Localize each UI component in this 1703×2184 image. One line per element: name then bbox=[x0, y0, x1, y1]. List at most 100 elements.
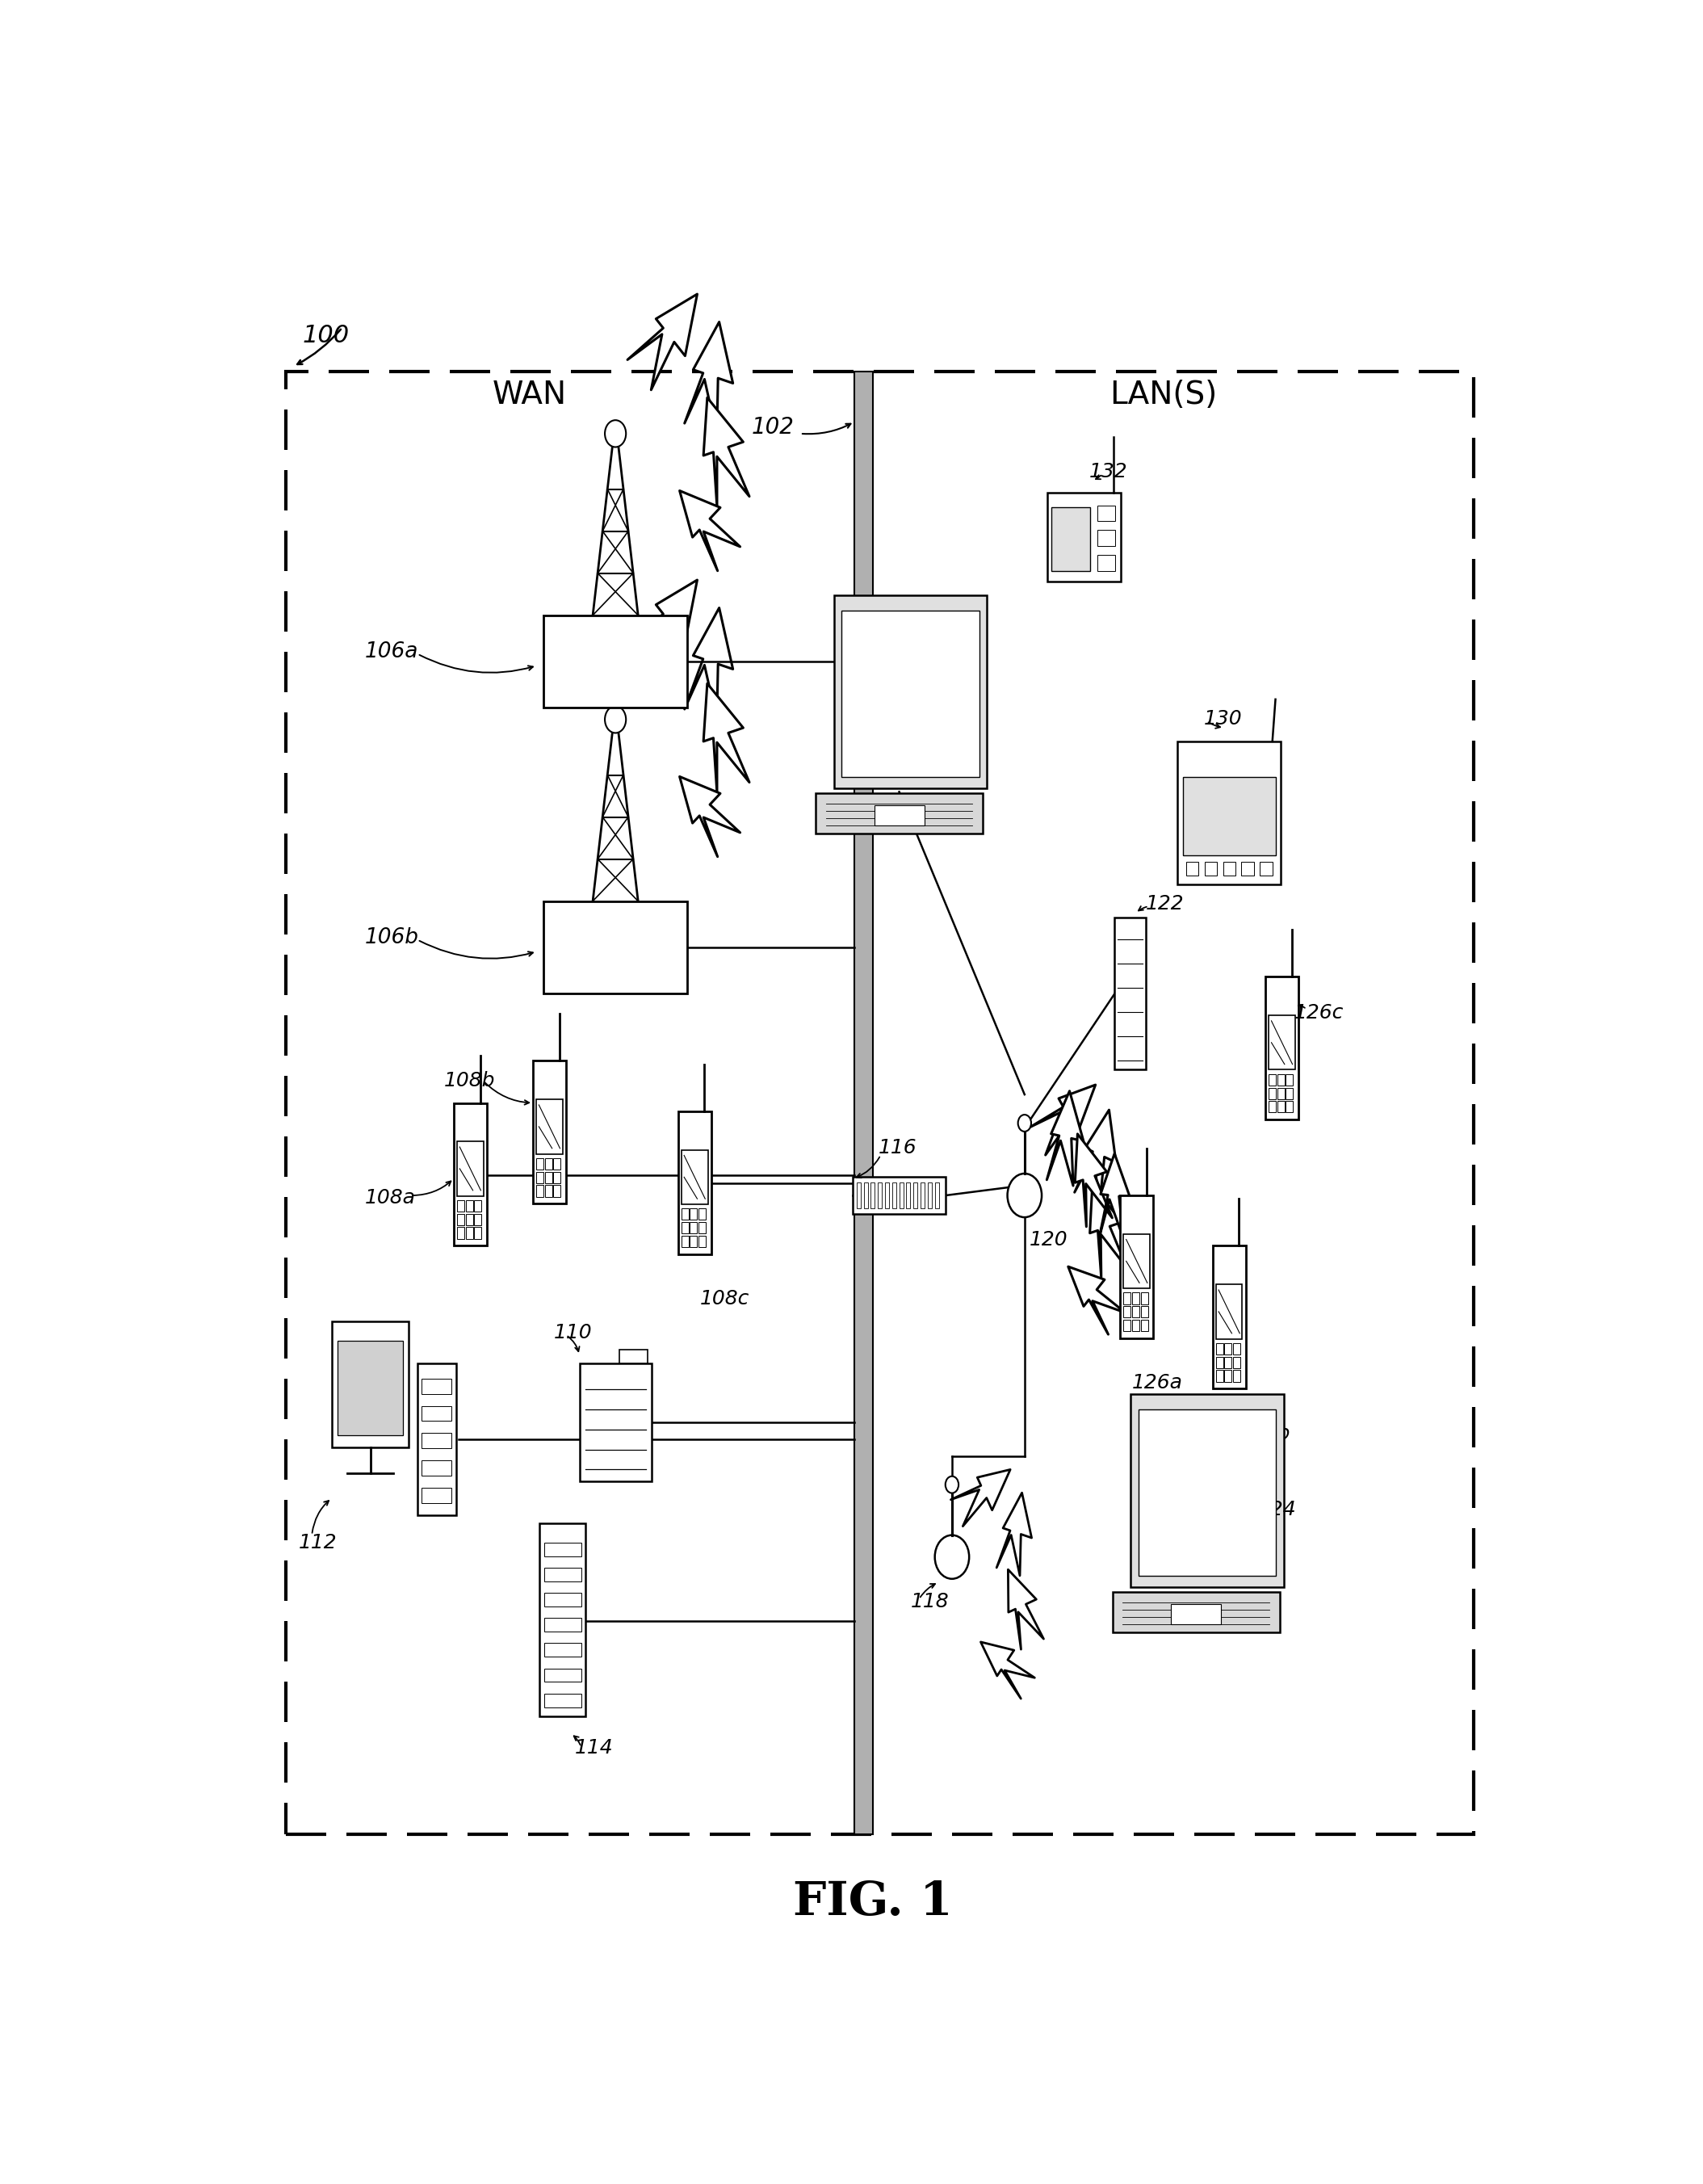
Text: LAN(S): LAN(S) bbox=[1109, 380, 1218, 411]
Bar bbox=[1047, 494, 1121, 581]
Polygon shape bbox=[950, 1470, 1010, 1527]
Bar bbox=[422, 1378, 451, 1393]
Bar bbox=[543, 1669, 581, 1682]
Circle shape bbox=[605, 705, 627, 734]
Polygon shape bbox=[679, 491, 741, 570]
Bar bbox=[553, 1158, 560, 1168]
Bar bbox=[337, 1341, 402, 1435]
Polygon shape bbox=[1075, 1133, 1112, 1227]
Bar bbox=[1132, 1293, 1139, 1304]
Text: 102: 102 bbox=[751, 415, 794, 439]
Polygon shape bbox=[1090, 1184, 1127, 1278]
Bar bbox=[536, 1099, 562, 1153]
Text: 130: 130 bbox=[1204, 710, 1241, 729]
Bar bbox=[1051, 507, 1090, 570]
Bar bbox=[456, 1227, 465, 1238]
Bar bbox=[1204, 860, 1216, 876]
Bar bbox=[1124, 1319, 1131, 1332]
Bar bbox=[332, 1321, 409, 1448]
Bar bbox=[1241, 860, 1253, 876]
Circle shape bbox=[945, 1476, 959, 1494]
Bar bbox=[690, 1223, 697, 1234]
Bar bbox=[473, 1201, 482, 1212]
Bar bbox=[473, 1214, 482, 1225]
Bar bbox=[533, 1061, 565, 1203]
Bar bbox=[1260, 860, 1272, 876]
Bar bbox=[681, 1208, 688, 1221]
Bar bbox=[579, 1363, 652, 1481]
Bar bbox=[698, 1236, 705, 1247]
Bar bbox=[1121, 1195, 1153, 1339]
Polygon shape bbox=[1068, 1267, 1126, 1334]
Text: 100: 100 bbox=[303, 323, 349, 347]
Bar bbox=[928, 1182, 932, 1208]
Circle shape bbox=[605, 419, 627, 448]
Bar bbox=[543, 902, 688, 994]
Bar bbox=[1269, 1016, 1294, 1070]
Bar bbox=[422, 1406, 451, 1422]
Text: 126a: 126a bbox=[1131, 1374, 1182, 1393]
Bar bbox=[1286, 1088, 1293, 1099]
Bar bbox=[1224, 1343, 1231, 1354]
Bar bbox=[422, 1461, 451, 1476]
Bar bbox=[1115, 917, 1146, 1070]
Bar bbox=[1233, 1369, 1240, 1382]
Bar bbox=[857, 1182, 860, 1208]
Bar bbox=[1277, 1075, 1284, 1085]
Bar bbox=[1277, 1088, 1284, 1099]
Bar bbox=[892, 1182, 896, 1208]
Text: 114: 114 bbox=[576, 1738, 613, 1758]
Bar bbox=[1112, 1592, 1279, 1634]
Bar bbox=[690, 1208, 697, 1221]
Bar bbox=[841, 612, 979, 778]
Bar bbox=[1141, 1319, 1148, 1332]
Bar bbox=[1233, 1356, 1240, 1367]
Bar bbox=[681, 1223, 688, 1234]
Polygon shape bbox=[996, 1492, 1032, 1575]
Bar bbox=[698, 1208, 705, 1221]
Polygon shape bbox=[627, 295, 697, 391]
Bar bbox=[465, 1214, 473, 1225]
Bar bbox=[543, 1592, 581, 1607]
Bar bbox=[1141, 1293, 1148, 1304]
Bar bbox=[456, 1214, 465, 1225]
Bar bbox=[1139, 1409, 1276, 1575]
Text: 106b: 106b bbox=[364, 926, 419, 948]
Bar bbox=[543, 1693, 581, 1708]
Bar bbox=[690, 1236, 697, 1247]
Text: 110: 110 bbox=[553, 1324, 593, 1343]
Bar bbox=[1124, 1306, 1131, 1317]
Bar bbox=[870, 1182, 875, 1208]
Bar bbox=[1224, 1369, 1231, 1382]
Polygon shape bbox=[703, 397, 749, 507]
Bar bbox=[543, 1618, 581, 1631]
Bar bbox=[855, 371, 874, 1835]
Text: 132: 132 bbox=[1090, 463, 1127, 480]
Polygon shape bbox=[1047, 1092, 1083, 1186]
Circle shape bbox=[1008, 1173, 1042, 1216]
Text: 126b: 126b bbox=[1240, 1424, 1291, 1444]
Bar bbox=[863, 1182, 869, 1208]
Bar bbox=[1269, 1088, 1276, 1099]
Bar bbox=[543, 1642, 581, 1658]
Bar bbox=[1097, 555, 1115, 570]
Text: 122: 122 bbox=[1146, 893, 1184, 913]
Bar bbox=[1124, 1293, 1131, 1304]
Bar bbox=[540, 1524, 586, 1717]
Bar bbox=[422, 1487, 451, 1503]
Text: 120: 120 bbox=[1030, 1230, 1068, 1249]
Bar bbox=[1124, 1234, 1150, 1289]
Text: 106a: 106a bbox=[364, 642, 419, 662]
Bar bbox=[681, 1151, 708, 1203]
Bar bbox=[1141, 1306, 1148, 1317]
Text: 116: 116 bbox=[879, 1138, 916, 1158]
Text: 108b: 108b bbox=[444, 1070, 496, 1090]
Bar bbox=[543, 1568, 581, 1581]
Bar bbox=[1286, 1101, 1293, 1112]
Bar bbox=[834, 596, 986, 788]
Bar bbox=[553, 1171, 560, 1184]
Bar bbox=[678, 1112, 712, 1254]
Text: 108a: 108a bbox=[364, 1188, 416, 1208]
Bar bbox=[1132, 1319, 1139, 1332]
Bar bbox=[536, 1186, 543, 1197]
